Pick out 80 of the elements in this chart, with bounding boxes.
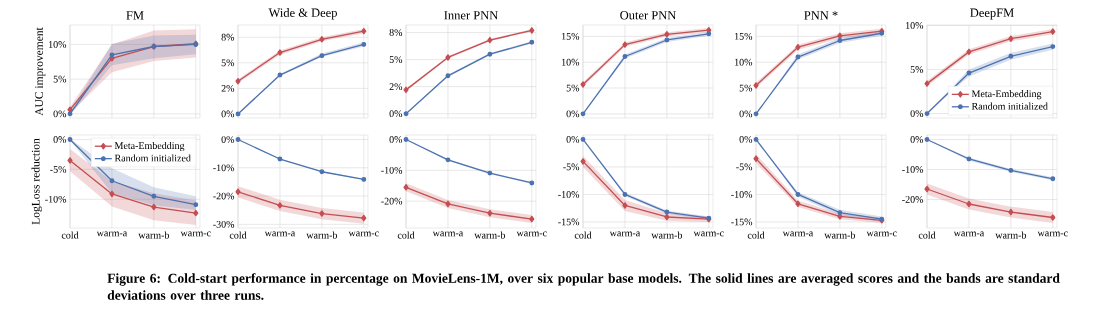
y-tick-label: 0% (221, 136, 235, 143)
y-tick-label: 10% (735, 58, 753, 66)
x-tick-label: cold (918, 231, 936, 239)
x-tick-label: warm-c (866, 231, 897, 237)
y-tick-label: 0% (221, 110, 235, 118)
y-tick-label: 10% (906, 22, 924, 29)
y-tick-label: 0% (910, 136, 924, 143)
x-tick-label: warm-c (693, 231, 724, 237)
x-tick-label: warm-a (782, 231, 814, 237)
y-tick-label: -10% (45, 195, 67, 203)
y-tick-label: -15% (731, 218, 753, 226)
x-tick-label: warm-c (348, 231, 379, 237)
x-tick-label: cold (397, 231, 415, 239)
x-tick-label: warm-c (1037, 231, 1068, 237)
y-tick-label: -10% (213, 164, 235, 172)
legend-label: Random initialized (971, 102, 1048, 110)
y-tick-label: 5% (389, 56, 403, 63)
y-axis-title: LogLoss reduction (31, 138, 42, 225)
y-tick-label: 8% (221, 33, 235, 41)
x-tick-label: cold (229, 231, 247, 239)
x-tick-label: warm-b (651, 231, 683, 239)
x-tick-label: warm-b (306, 231, 338, 239)
y-tick-label: 8% (389, 29, 403, 36)
chart-title: Outer PNN (620, 11, 676, 20)
caption: Figure 6: Cold-start performance in percentage on MovieLens-1M, over six popular base models. The solid lines are averaged scores and the bands are standard deviations over three runs. (107, 273, 1060, 300)
y-tick-label: -10% (381, 166, 403, 174)
y-tick-label: 15% (735, 32, 753, 40)
x-tick-label: warm-b (138, 231, 170, 239)
y-tick-label: 0% (389, 136, 403, 143)
x-tick-label: warm-a (953, 231, 985, 237)
y-tick-label: 2% (221, 84, 235, 92)
y-tick-label: -20% (902, 196, 924, 203)
legend-label: Meta-Embedding (114, 141, 185, 152)
y-tick-label: 0% (566, 136, 580, 143)
y-tick-label: 10% (49, 41, 67, 48)
y-tick-label: 0% (389, 110, 403, 118)
y-tick-label: 10% (562, 58, 580, 66)
y-tick-label: 0% (53, 110, 67, 118)
y-tick-label: 2% (389, 83, 403, 91)
x-tick-label: cold (61, 231, 79, 239)
x-tick-label: warm-a (264, 231, 296, 237)
x-tick-label: warm-a (96, 231, 128, 237)
y-tick-label: -20% (381, 197, 403, 205)
y-tick-label: 5% (53, 75, 67, 83)
y-tick-label: -20% (213, 192, 235, 200)
y-tick-label: 0% (910, 110, 924, 117)
y-tick-label: 5% (566, 84, 580, 92)
y-tick-label: -5% (736, 163, 753, 171)
y-tick-label: 0% (566, 110, 580, 118)
y-tick-label: 5% (221, 59, 235, 67)
x-tick-label: cold (747, 231, 765, 239)
x-tick-label: warm-b (824, 231, 856, 239)
y-tick-label: -10% (558, 191, 580, 198)
y-tick-label: 0% (739, 136, 753, 143)
y-tick-label: -30% (213, 220, 235, 228)
y-tick-label: 5% (910, 66, 924, 73)
x-tick-label: warm-c (516, 231, 547, 237)
y-tick-label: -10% (902, 166, 924, 173)
x-tick-label: warm-a (432, 231, 464, 237)
y-tick-label: 5% (739, 84, 753, 92)
chart-title: PNN * (804, 11, 838, 20)
x-tick-label: warm-a (609, 231, 641, 237)
y-tick-label: -10% (731, 191, 753, 198)
chart-title: Inner PNN (444, 11, 498, 20)
y-tick-label: 0% (53, 136, 67, 143)
y-axis-title: AUC improvement (35, 27, 46, 116)
y-tick-label: 15% (562, 32, 580, 40)
legend-label: Meta-Embedding (971, 90, 1042, 100)
y-tick-label: -5% (563, 163, 580, 171)
chart-title: Wide & Deep (268, 8, 337, 20)
chart-title: DeepFM (970, 8, 1014, 20)
x-tick-label: warm-b (474, 231, 506, 239)
x-tick-label: cold (574, 231, 592, 239)
x-tick-label: warm-c (180, 231, 211, 237)
chart-title: FM (126, 11, 144, 20)
legend-label: Random initialized (114, 154, 191, 162)
y-tick-label: 0% (739, 110, 753, 118)
y-tick-label: -15% (558, 218, 580, 226)
x-tick-label: warm-b (995, 231, 1027, 239)
y-tick-label: -5% (50, 166, 67, 173)
